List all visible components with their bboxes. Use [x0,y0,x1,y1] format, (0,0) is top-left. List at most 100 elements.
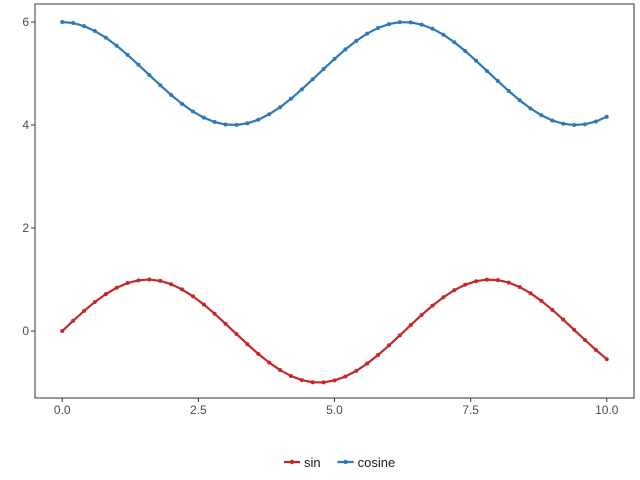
data-point-sin [136,278,141,283]
data-point-sin [561,317,566,322]
data-point-cosine [299,87,304,92]
data-point-cosine [593,119,598,124]
data-point-sin [60,329,65,334]
data-point-cosine [212,120,217,125]
data-point-cosine [441,32,446,37]
data-point-sin [408,323,413,328]
data-point-sin [169,282,174,287]
legend-key-point [343,459,348,465]
data-point-sin [495,278,500,283]
data-point-sin [201,302,206,307]
x-tick-label: 0.0 [54,403,71,417]
data-point-cosine [147,73,152,78]
series-cosine [60,20,609,128]
data-point-cosine [582,122,587,127]
data-point-sin [310,380,315,385]
data-point-cosine [430,26,435,31]
data-point-cosine [354,38,359,43]
data-point-cosine [103,35,108,40]
y-tick-label: 4 [22,118,29,132]
data-point-sin [212,311,217,316]
data-point-cosine [158,83,163,88]
data-point-cosine [245,121,250,126]
data-point-cosine [234,122,239,127]
data-point-cosine [114,43,119,48]
data-point-sin [245,342,250,347]
data-point-sin [386,343,391,348]
data-point-cosine [528,106,533,111]
data-point-cosine [408,20,413,25]
series-sin [60,277,609,385]
data-point-cosine [332,56,337,61]
data-point-sin [550,307,555,312]
data-point-sin [441,295,446,300]
x-tick-label: 2.5 [190,403,207,417]
data-point-sin [256,351,261,356]
data-point-sin [343,374,348,379]
data-point-sin [158,278,163,283]
x-tick-label: 5.0 [326,403,343,417]
data-point-sin [539,298,544,303]
data-point-cosine [397,20,402,25]
data-point-sin [506,280,511,285]
data-point-sin [267,360,272,365]
legend-item-cosine: cosine [337,455,396,470]
data-point-sin [452,288,457,293]
data-point-sin [572,327,577,332]
legend-label: sin [304,455,321,470]
data-point-sin [376,352,381,357]
y-tick-label: 2 [22,221,29,235]
data-point-sin [147,277,152,282]
data-point-cosine [343,47,348,52]
data-point-cosine [474,58,479,63]
data-point-sin [223,321,228,326]
data-point-sin [517,285,522,290]
data-point-sin [180,287,185,292]
data-point-sin [92,299,97,304]
data-point-sin [604,357,609,362]
data-point-cosine [60,20,65,25]
data-point-cosine [539,113,544,118]
data-point-cosine [310,77,315,82]
series-layer [60,20,609,385]
data-point-cosine [92,29,97,34]
data-point-cosine [136,62,141,67]
data-point-cosine [365,31,370,36]
data-point-cosine [561,121,566,126]
data-point-cosine [604,114,609,119]
data-point-cosine [169,92,174,97]
y-tick-label: 6 [22,15,29,29]
legend-label: cosine [358,455,396,470]
data-point-cosine [321,67,326,72]
data-point-cosine [419,22,424,27]
data-point-sin [397,333,402,338]
data-point-sin [484,277,489,282]
data-point-cosine [190,109,195,114]
x-tick-label: 10.0 [595,403,619,417]
data-point-cosine [256,117,261,122]
data-point-sin [419,312,424,317]
data-point-cosine [452,40,457,45]
data-point-cosine [278,105,283,110]
plot-panel [34,3,635,399]
data-point-cosine [201,115,206,120]
data-point-cosine [125,52,130,57]
data-point-sin [234,332,239,337]
data-point-cosine [376,25,381,30]
data-point-sin [288,373,293,378]
data-point-sin [593,347,598,352]
data-point-cosine [517,98,522,103]
legend-key-point [289,459,295,465]
y-tick-label: 0 [22,324,29,338]
x-tick-label: 7.5 [462,403,479,417]
data-point-sin [321,380,326,385]
data-point-sin [125,281,130,286]
data-point-cosine [550,118,555,123]
data-point-sin [582,338,587,343]
data-point-sin [430,303,435,308]
legend-item-sin: sin [284,455,321,470]
data-point-cosine [495,79,500,84]
data-point-cosine [288,96,293,101]
data-point-cosine [71,21,76,26]
